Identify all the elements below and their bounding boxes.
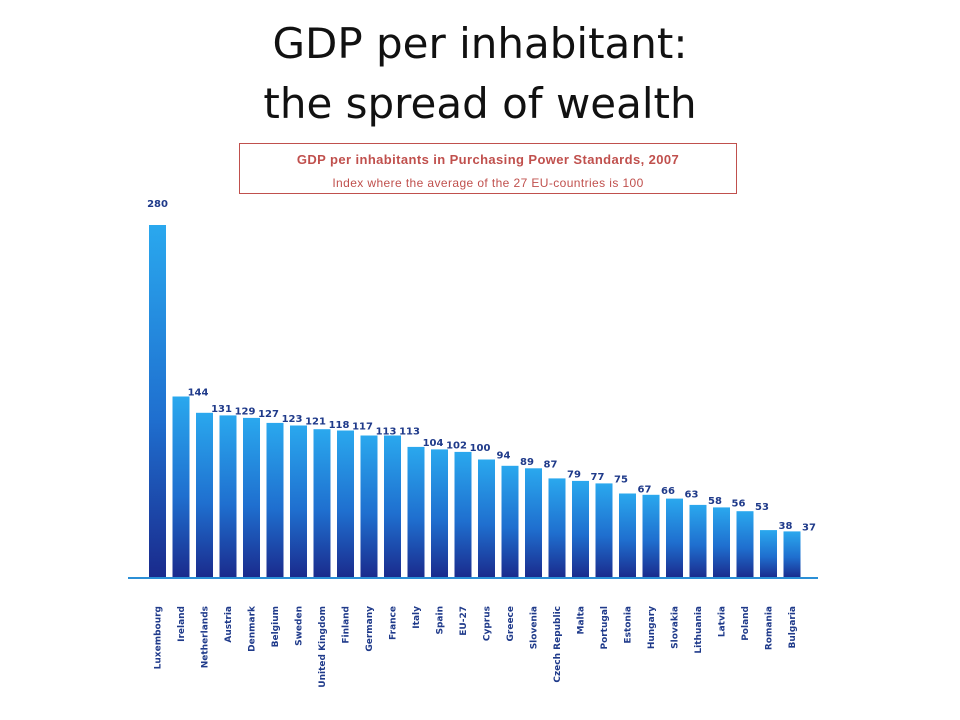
bar-spain bbox=[431, 449, 448, 578]
value-label: 113 bbox=[376, 427, 397, 438]
category-label: Greece bbox=[506, 606, 516, 641]
bar-luxembourg bbox=[149, 225, 166, 578]
category-label: Spain bbox=[436, 606, 446, 635]
category-label: Lithuania bbox=[694, 606, 704, 654]
value-label: 131 bbox=[211, 404, 232, 415]
value-label: 94 bbox=[497, 451, 511, 462]
category-label: Bulgaria bbox=[788, 606, 798, 648]
value-label: 144 bbox=[188, 388, 209, 399]
category-label: Latvia bbox=[718, 606, 728, 637]
category-label: United Kingdom bbox=[318, 606, 328, 688]
value-label: 67 bbox=[638, 485, 652, 496]
bar-bulgaria bbox=[783, 531, 801, 578]
bar-estonia bbox=[619, 493, 636, 578]
category-label: Germany bbox=[365, 606, 375, 652]
bar-malta bbox=[572, 480, 589, 578]
bar-sweden bbox=[290, 425, 307, 578]
bar-austria bbox=[219, 415, 237, 578]
value-label: 118 bbox=[329, 420, 350, 431]
category-label: Czech Republic bbox=[553, 606, 563, 683]
category-label: Sweden bbox=[295, 606, 305, 646]
value-label: 129 bbox=[235, 406, 256, 417]
value-label: 280 bbox=[147, 199, 168, 210]
category-label: Slovenia bbox=[530, 606, 540, 649]
category-label: Netherlands bbox=[201, 606, 211, 668]
category-label: France bbox=[389, 606, 399, 640]
category-label: Ireland bbox=[177, 606, 187, 642]
value-label: 53 bbox=[755, 502, 769, 513]
category-label: Hungary bbox=[647, 606, 657, 649]
bar-portugal bbox=[595, 483, 613, 578]
bar-united-kingdom bbox=[313, 429, 331, 578]
category-labels-group: Luxembourg Ireland Netherlands Austria Denma… bbox=[154, 605, 799, 688]
value-label: 104 bbox=[423, 438, 444, 449]
value-label: 79 bbox=[567, 469, 581, 480]
value-label: 75 bbox=[614, 474, 628, 485]
category-label: Cyprus bbox=[483, 606, 493, 641]
value-label: 58 bbox=[708, 496, 722, 507]
slide-title-line2: the spread of wealth bbox=[263, 79, 697, 128]
category-label: Finland bbox=[342, 606, 352, 644]
value-label: 77 bbox=[591, 472, 605, 483]
category-label: Romania bbox=[765, 606, 775, 650]
bar-slovakia bbox=[666, 498, 683, 578]
category-label: Austria bbox=[224, 606, 234, 643]
bar-denmark bbox=[243, 417, 260, 578]
bar-italy bbox=[407, 446, 425, 578]
value-label: 121 bbox=[305, 417, 326, 428]
chart-title: GDP per inhabitants in Purchasing Power … bbox=[296, 152, 680, 167]
value-label: 113 bbox=[399, 427, 420, 438]
slide-title-line1: GDP per inhabitant: bbox=[272, 19, 688, 68]
category-label: Denmark bbox=[248, 605, 258, 652]
bar-slovenia bbox=[525, 468, 542, 578]
value-label: 37 bbox=[802, 522, 816, 533]
value-label: 87 bbox=[544, 459, 558, 470]
bars-group bbox=[149, 225, 801, 578]
value-label: 63 bbox=[685, 490, 699, 501]
value-label: 102 bbox=[446, 440, 467, 451]
bar-germany bbox=[360, 435, 378, 578]
category-label: EU-27 bbox=[459, 606, 469, 636]
category-label: Portugal bbox=[600, 606, 610, 650]
value-label: 38 bbox=[779, 521, 793, 532]
bar-netherlands bbox=[196, 412, 213, 578]
category-label: Malta bbox=[577, 606, 587, 635]
bar-cyprus bbox=[478, 459, 495, 578]
value-label: 117 bbox=[352, 422, 373, 433]
bar-romania bbox=[760, 530, 777, 578]
value-label: 123 bbox=[282, 414, 303, 425]
value-label: 56 bbox=[732, 498, 746, 509]
chart-title-box: GDP per inhabitants in Purchasing Power … bbox=[239, 143, 737, 194]
bar-latvia bbox=[713, 507, 730, 578]
category-label: Italy bbox=[412, 606, 422, 629]
value-label: 66 bbox=[661, 486, 675, 497]
slide-title: GDP per inhabitant: the spread of wealth bbox=[0, 14, 960, 134]
bar-czech-republic bbox=[548, 478, 566, 578]
chart-subtitle: Index where the average of the 27 EU-cou… bbox=[332, 176, 644, 190]
bar-ireland bbox=[172, 396, 190, 578]
bar-poland bbox=[736, 511, 754, 578]
value-label: 89 bbox=[520, 457, 534, 468]
category-label: Poland bbox=[741, 606, 751, 641]
value-label: 100 bbox=[470, 443, 491, 454]
bar-lithuania bbox=[689, 504, 707, 578]
bar-finland bbox=[337, 430, 354, 578]
bar-belgium bbox=[266, 422, 284, 578]
category-label: Estonia bbox=[624, 606, 634, 644]
category-label: Slovakia bbox=[671, 606, 681, 649]
value-label: 127 bbox=[258, 409, 279, 420]
bar-hungary bbox=[642, 494, 660, 578]
category-label: Belgium bbox=[271, 606, 281, 647]
bar-france bbox=[384, 435, 401, 578]
category-label: Luxembourg bbox=[154, 606, 164, 669]
bar-greece bbox=[501, 465, 519, 578]
bar-eu-27 bbox=[454, 451, 472, 578]
